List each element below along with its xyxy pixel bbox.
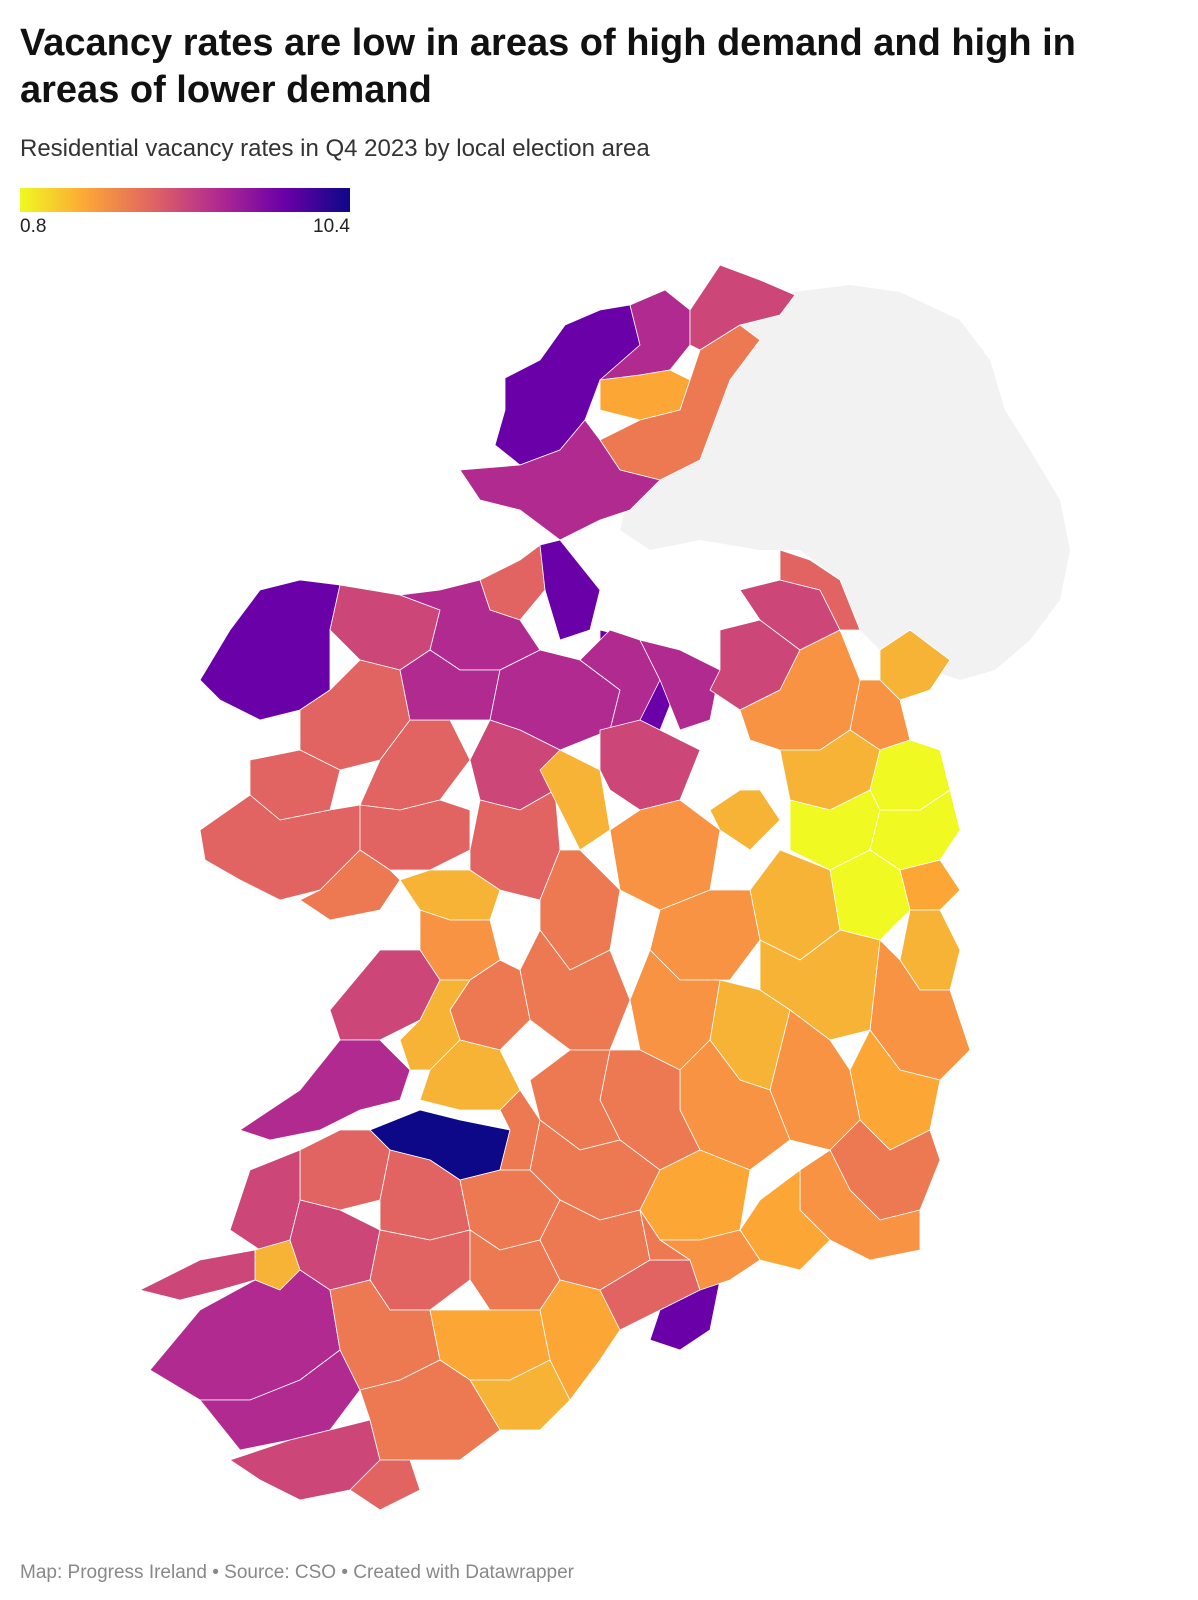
chart-subtitle: Residential vacancy rates in Q4 2023 by …: [20, 135, 650, 162]
republic-of-ireland: [139, 264, 971, 1511]
footer-separator-2: •: [336, 1562, 354, 1583]
no-data-region: [620, 285, 1070, 680]
legend-min-label: 0.8: [20, 216, 47, 237]
footer-separator-1: •: [206, 1562, 225, 1583]
region-cavan-west: [639, 639, 721, 731]
color-legend: 0.8 10.4: [20, 188, 350, 240]
region-newcastle-west: [299, 1129, 391, 1211]
region-bandon: [359, 1359, 501, 1461]
region-waterford-city: [659, 1229, 761, 1291]
region-longford: [579, 629, 661, 731]
region-inishowen: [689, 264, 796, 351]
map-credit: Map: Progress Ireland: [20, 1562, 207, 1583]
region-kanturk: [369, 1229, 471, 1311]
region-portlaw: [639, 1209, 691, 1261]
tool-credit: Created with Datawrapper: [353, 1562, 575, 1583]
region-tullamore: [609, 799, 721, 911]
chart-title: Vacancy rates are low in areas of high d…: [20, 22, 1076, 111]
chart-footer: Map: Progress Ireland • Source: CSO • Cr…: [20, 1562, 574, 1584]
region-galway-tuam: [359, 799, 471, 871]
legend-labels: 0.8 10.4: [20, 216, 350, 240]
legend-gradient-bar: [20, 188, 350, 212]
northern-ireland-region: [620, 285, 1070, 680]
legend-max-label: 10.4: [313, 216, 350, 237]
choropleth-map: [139, 264, 1070, 1511]
region-kilrush: [239, 1039, 411, 1141]
region-donegal-south: [459, 419, 661, 541]
region-kells: [739, 629, 861, 751]
region-mullingar: [599, 719, 701, 811]
region-listowel: [229, 1149, 301, 1251]
source-credit: Source: CSO: [224, 1562, 337, 1583]
region-clonakilty: [349, 1459, 421, 1511]
region-dublin-city: [899, 859, 961, 911]
region-edenderry: [709, 789, 781, 851]
region-galway-athenry: [299, 849, 401, 921]
region-leitrim-north: [539, 539, 601, 641]
region-carrickmacross: [779, 549, 861, 631]
